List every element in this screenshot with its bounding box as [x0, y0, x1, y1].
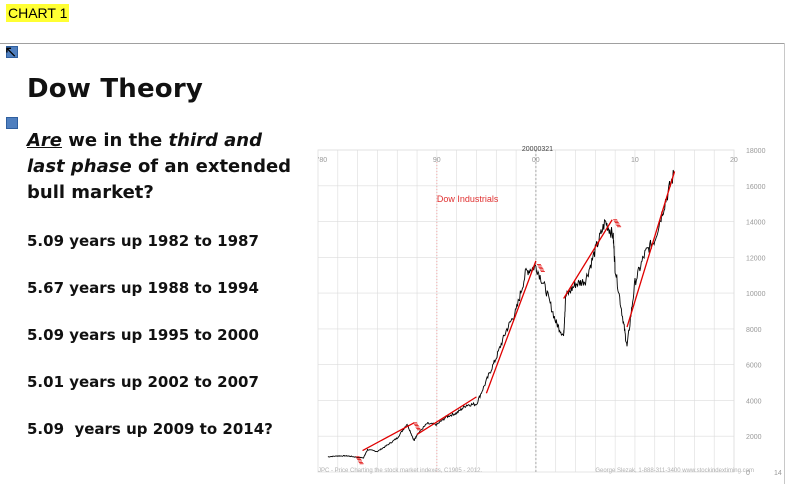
period-item: 5.67 years up 1988 to 1994 — [27, 279, 259, 297]
question-part-1: we in the — [62, 130, 169, 151]
dow-chart: 1800016000140001200010000800060004000200… — [317, 146, 782, 477]
chart-title: Dow Industrials — [437, 194, 499, 204]
y-tick-label: 12000 — [746, 255, 766, 262]
question-last-phase: last phase — [27, 156, 132, 177]
period-item: 5.09 years up 1995 to 2000 — [27, 326, 259, 344]
x-tick-label: 10 — [631, 157, 639, 164]
vertical-divider — [784, 43, 785, 484]
trend-line — [416, 396, 477, 435]
y-tick-label: 0 — [746, 470, 750, 477]
y-tick-label: 16000 — [746, 184, 766, 191]
period-item: 5.09 years up 1982 to 1987 — [27, 232, 259, 250]
divider — [0, 43, 784, 44]
trend-line — [626, 171, 676, 328]
y-tick-label: 10000 — [746, 291, 766, 298]
y-tick-label: 4000 — [746, 398, 762, 405]
question-part-2: of an extended bull market? — [27, 156, 292, 203]
trend-line — [563, 219, 613, 299]
y-tick-label: 6000 — [746, 363, 762, 370]
chart-tag: CHART 1 — [6, 4, 70, 22]
chart-footer-right: George Slezak, 1-888-311-3400 www.stocki… — [595, 468, 754, 474]
slide-title: Dow Theory — [27, 74, 204, 104]
x-tick-label: 90 — [433, 157, 441, 164]
y-tick-label: 8000 — [746, 327, 762, 334]
y-tick-label: 2000 — [746, 434, 762, 441]
plot-area — [317, 149, 735, 473]
x-tick-label: 00 — [532, 157, 540, 164]
chart-top-label: 20000321 — [522, 146, 553, 153]
period-item: 5.01 years up 2002 to 2007 — [27, 373, 259, 391]
period-item: 5.09 years up 2009 to 2014? — [27, 420, 273, 438]
question-are: Are — [27, 130, 63, 151]
x-tick-label: '80 — [318, 157, 327, 164]
bullet-square-icon — [6, 46, 18, 58]
trend-line — [485, 260, 537, 394]
bullet-square-icon — [6, 117, 18, 129]
x-tick-label: 20 — [730, 157, 738, 164]
pointer-cursor-icon: ↖ — [4, 42, 18, 61]
y-tick-label: 14000 — [746, 220, 766, 227]
question-text: Are we in the third and last phase of an … — [27, 128, 297, 206]
right-extra-label: 1472 — [774, 470, 782, 477]
trend-line — [362, 422, 415, 452]
y-tick-label: 18000 — [746, 148, 766, 155]
question-third-and: third and — [168, 130, 262, 151]
dow-price-line — [327, 169, 676, 459]
chart-footer-left: JPC - Price Charting the stock market in… — [318, 468, 482, 474]
